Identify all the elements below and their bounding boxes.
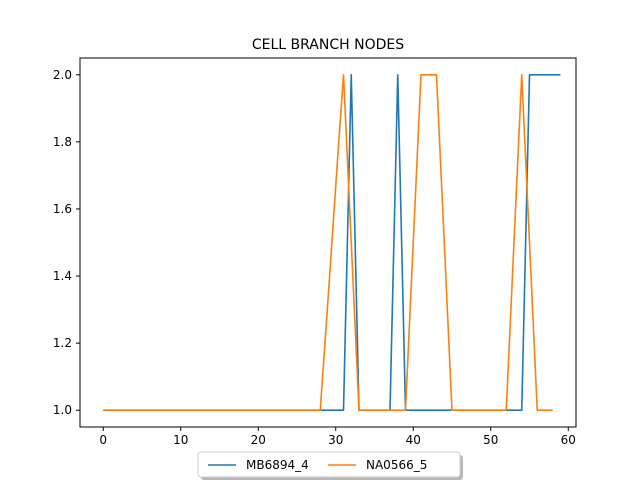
y-tick-label-5: 2.0 bbox=[53, 68, 72, 82]
y-tick-label-0: 1.0 bbox=[53, 403, 72, 417]
x-tick-label-6: 60 bbox=[561, 433, 576, 447]
x-tick-label-3: 30 bbox=[328, 433, 343, 447]
legend-label-1: NA0566_5 bbox=[366, 458, 427, 472]
chart-title: CELL BRANCH NODES bbox=[252, 37, 404, 53]
series-line-1 bbox=[103, 73, 553, 412]
y-tick-label-3: 1.6 bbox=[53, 202, 72, 216]
plot-area-frame bbox=[79, 57, 577, 428]
x-tick-label-5: 50 bbox=[483, 433, 498, 447]
x-tick-label-0: 0 bbox=[99, 433, 107, 447]
x-tick-label-2: 20 bbox=[251, 433, 266, 447]
axes-layer: 0 10 20 30 40 50 60 1.0 1.2 1.4 1.6 1.8 2.0 bbox=[53, 68, 576, 447]
x-tick-label-1: 10 bbox=[173, 433, 188, 447]
y-tick-label-4: 1.8 bbox=[53, 135, 72, 149]
x-tick-label-4: 40 bbox=[406, 433, 421, 447]
y-tick-label-1: 1.2 bbox=[53, 336, 72, 350]
series-layer bbox=[103, 73, 561, 412]
legend: MB6894_4 NA0566_5 bbox=[197, 451, 463, 480]
legend-label-0: MB6894_4 bbox=[246, 458, 309, 472]
y-tick-label-2: 1.4 bbox=[53, 269, 72, 283]
